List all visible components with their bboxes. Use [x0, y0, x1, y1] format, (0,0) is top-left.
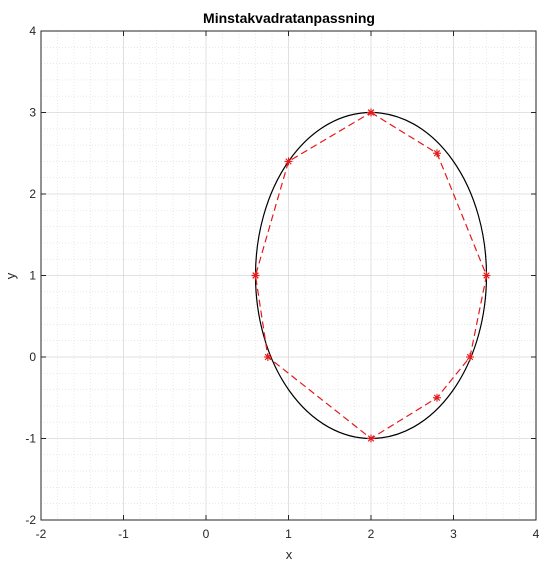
y-axis-label: y [3, 272, 18, 279]
major-grid [40, 30, 537, 521]
plot-content [251, 108, 491, 443]
x-tick-label: 3 [450, 527, 457, 541]
data-point-marker [433, 149, 441, 158]
x-tick-label: 2 [368, 527, 375, 541]
y-tick-label: -1 [25, 432, 36, 446]
data-point-marker [251, 271, 260, 280]
chart-title: Minstakvadratanpassning [203, 10, 375, 26]
data-point-marker [466, 353, 474, 361]
data-point-marker [284, 157, 293, 166]
data-point-marker [482, 271, 491, 280]
y-tick-label: 2 [29, 187, 36, 201]
y-tick-label: 3 [29, 106, 36, 120]
x-tick-label: -2 [36, 527, 47, 541]
data-point-marker [367, 108, 375, 117]
y-tick-label: 0 [29, 350, 36, 364]
y-tick-label: -2 [25, 513, 36, 527]
data-polyline [254, 111, 488, 440]
x-tick-label: -1 [118, 527, 129, 541]
y-tick-label: 4 [29, 24, 36, 38]
ticks: -2 -1 0 1 2 3 4 -2 -1 0 1 2 3 4 [25, 24, 539, 541]
x-tick-label: 1 [285, 527, 292, 541]
x-tick-label: 0 [203, 527, 210, 541]
x-tick-label: 4 [533, 527, 540, 541]
data-point-marker [263, 353, 272, 361]
y-tick-label: 1 [29, 269, 36, 283]
x-axis-label: x [286, 547, 293, 562]
data-point-marker [367, 434, 375, 443]
data-point-marker [433, 393, 441, 402]
